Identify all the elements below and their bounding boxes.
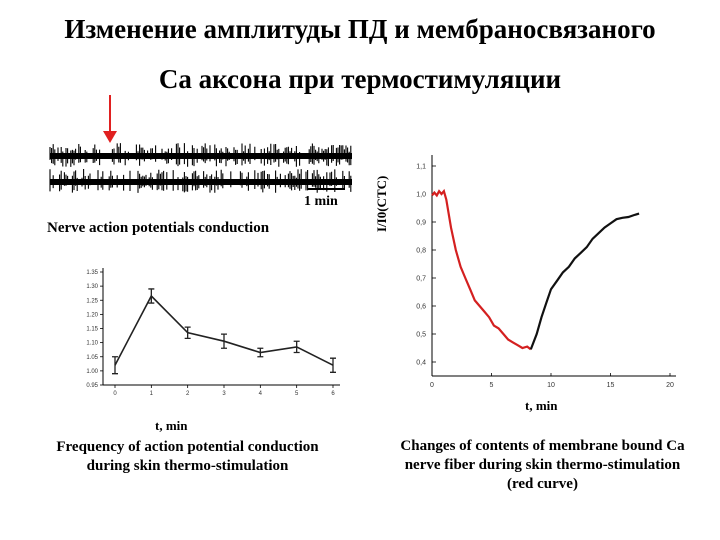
frequency-x-tick-label: 1 xyxy=(150,391,154,397)
frequency-error-bars xyxy=(112,288,336,375)
frequency-x-label: t, min xyxy=(155,418,188,433)
ca-y-axis-label: I/I0(CTC) xyxy=(374,175,389,232)
ca-x-tick-label: 10 xyxy=(547,382,555,389)
trace-spikes xyxy=(49,169,352,193)
frequency-chart: 0.95 1.00 1.05 1.10 1.15 1.20 1.25 1.30 1.35 0 1 2… xyxy=(86,268,340,397)
frequency-y-tick-label: 0.95 xyxy=(86,383,98,389)
nerve-trace-bottom xyxy=(49,169,352,193)
frequency-x-ticks: 0 1 2 3 4 5 6 xyxy=(113,385,335,397)
ca-x-tick-label: 15 xyxy=(607,382,615,389)
ca-y-ticks: 0,4 0,5 0,6 0,7 0,8 0,9 1,0 1,1 xyxy=(416,164,436,367)
nerve-recording xyxy=(49,95,352,193)
frequency-x-tick-label: 6 xyxy=(331,391,335,397)
ca-x-label: t, min xyxy=(525,398,558,413)
ca-x-tick-label: 0 xyxy=(430,382,434,389)
stimulus-arrow-head xyxy=(103,131,117,143)
ca-x-tick-label: 5 xyxy=(490,382,494,389)
frequency-x-tick-label: 5 xyxy=(295,391,299,397)
slide-title-line1: Изменение амплитуды ПД и мембраносвязано… xyxy=(64,14,656,44)
ca-x-tick-label: 20 xyxy=(666,382,674,389)
frequency-error-bar xyxy=(330,357,336,373)
frequency-axes xyxy=(102,268,340,386)
ca-y-tick-label: 0,8 xyxy=(416,248,426,255)
frequency-series-line xyxy=(114,294,334,366)
frequency-y-tick-label: 1.30 xyxy=(86,284,98,290)
frequency-error-bar xyxy=(112,356,118,375)
nerve-caption: Nerve action potentials conduction xyxy=(47,220,270,236)
frequency-x-tick-label: 0 xyxy=(113,391,117,397)
frequency-y-tick-label: 1.05 xyxy=(86,355,98,361)
trace-spikes xyxy=(49,143,352,167)
frequency-y-tick-label: 1.00 xyxy=(86,369,98,375)
ca-black-curve xyxy=(529,212,640,350)
frequency-y-tick-label: 1.20 xyxy=(86,312,98,318)
ca-y-tick-label: 0,9 xyxy=(416,220,426,227)
frequency-y-tick-label: 1.35 xyxy=(86,270,98,276)
time-scale-label: 1 min xyxy=(304,194,338,209)
ca-y-tick-label: 1,0 xyxy=(416,192,426,199)
ca-y-tick-label: 0,7 xyxy=(416,276,426,283)
frequency-y-tick-label: 1.10 xyxy=(86,341,98,347)
ca-y-tick-label: 0,6 xyxy=(416,304,426,311)
frequency-y-ticks: 0.95 1.00 1.05 1.10 1.15 1.20 1.25 1.30 1.35 xyxy=(86,270,103,389)
frequency-x-tick-label: 3 xyxy=(222,391,226,397)
frequency-y-tick-label: 1.15 xyxy=(86,327,98,333)
ca-chart: 0,4 0,5 0,6 0,7 0,8 0,9 1,0 1,1 0 5 10 15 20 xyxy=(416,155,676,389)
frequency-caption: Frequency of action potential conduction… xyxy=(56,439,319,474)
ca-axes xyxy=(431,155,676,377)
ca-red-curve xyxy=(431,188,532,351)
ca-y-tick-label: 0,5 xyxy=(416,332,426,339)
frequency-y-tick-label: 1.25 xyxy=(86,298,98,304)
nerve-trace-top xyxy=(49,143,352,167)
ca-x-ticks: 0 5 10 15 20 xyxy=(430,373,674,389)
frequency-x-tick-label: 2 xyxy=(186,391,190,397)
ca-y-tick-label: 1,1 xyxy=(416,164,426,171)
ca-caption: Changes of contents of membrane bound Ca… xyxy=(400,438,685,492)
ca-y-tick-label: 0,4 xyxy=(416,360,426,367)
frequency-x-tick-label: 4 xyxy=(259,391,263,397)
slide-title-line2: Са аксона при термостимуляции xyxy=(158,64,562,94)
